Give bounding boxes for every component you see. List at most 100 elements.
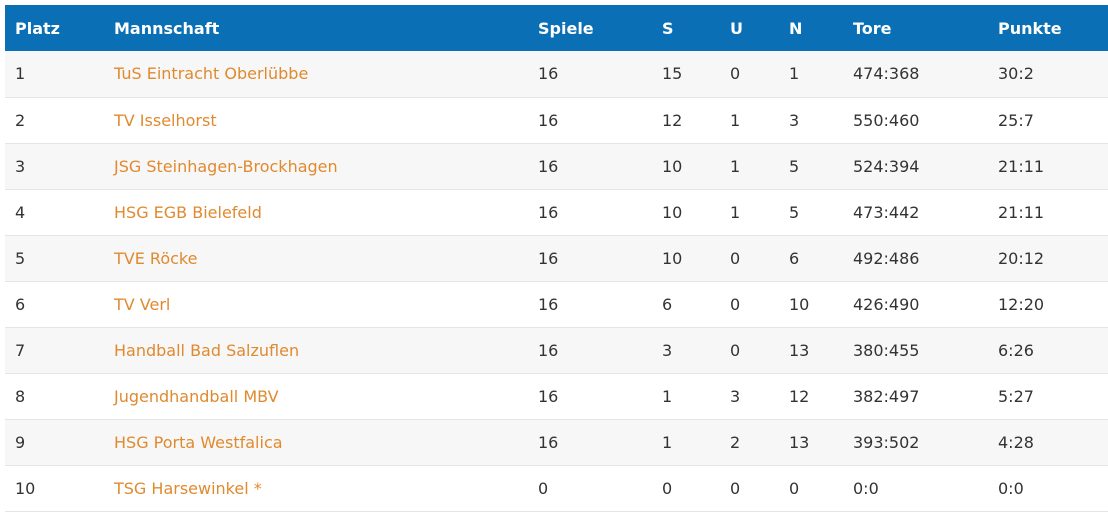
cell-unentschieden: 3 bbox=[730, 373, 789, 419]
cell-punkte: 4:28 bbox=[998, 419, 1108, 465]
cell-team: JSG Steinhagen-Brockhagen bbox=[114, 143, 538, 189]
cell-team: TSG Harsewinkel * bbox=[114, 465, 538, 511]
cell-siege: 10 bbox=[662, 235, 730, 281]
table-row: 3 JSG Steinhagen-Brockhagen 16 10 1 5 524:394 2… bbox=[5, 143, 1108, 189]
cell-punkte: 21:11 bbox=[998, 143, 1108, 189]
table-row: 5 TVE Röcke 16 10 0 6 492:486 20:12 bbox=[5, 235, 1108, 281]
cell-punkte: 20:12 bbox=[998, 235, 1108, 281]
cell-niederlagen: 13 bbox=[789, 419, 853, 465]
cell-platz: 2 bbox=[5, 97, 114, 143]
cell-punkte: 5:27 bbox=[998, 373, 1108, 419]
cell-spiele: 16 bbox=[538, 373, 662, 419]
cell-tore: 380:455 bbox=[853, 327, 998, 373]
header-niederlagen: N bbox=[789, 5, 853, 51]
cell-unentschieden: 1 bbox=[730, 143, 789, 189]
header-punkte: Punkte bbox=[998, 5, 1108, 51]
cell-tore: 393:502 bbox=[853, 419, 998, 465]
cell-tore: 524:394 bbox=[853, 143, 998, 189]
team-link[interactable]: JSG Steinhagen-Brockhagen bbox=[114, 157, 338, 176]
cell-platz: 6 bbox=[5, 281, 114, 327]
table-row: 8 Jugendhandball MBV 16 1 3 12 382:497 5:27 bbox=[5, 373, 1108, 419]
cell-unentschieden: 0 bbox=[730, 281, 789, 327]
cell-niederlagen: 10 bbox=[789, 281, 853, 327]
cell-team: TV Verl bbox=[114, 281, 538, 327]
cell-spiele: 16 bbox=[538, 281, 662, 327]
cell-unentschieden: 1 bbox=[730, 97, 789, 143]
cell-niederlagen: 5 bbox=[789, 143, 853, 189]
cell-platz: 9 bbox=[5, 419, 114, 465]
cell-tore: 0:0 bbox=[853, 465, 998, 511]
table-row: 2 TV Isselhorst 16 12 1 3 550:460 25:7 bbox=[5, 97, 1108, 143]
cell-team: Jugendhandball MBV bbox=[114, 373, 538, 419]
cell-tore: 474:368 bbox=[853, 51, 998, 97]
cell-team: HSG Porta Westfalica bbox=[114, 419, 538, 465]
cell-siege: 12 bbox=[662, 97, 730, 143]
cell-platz: 5 bbox=[5, 235, 114, 281]
cell-platz: 3 bbox=[5, 143, 114, 189]
cell-spiele: 16 bbox=[538, 235, 662, 281]
cell-spiele: 16 bbox=[538, 419, 662, 465]
table-header: Platz Mannschaft Spiele S U N Tore Punkt… bbox=[5, 5, 1108, 51]
cell-punkte: 0:0 bbox=[998, 465, 1108, 511]
team-link[interactable]: TV Isselhorst bbox=[114, 111, 217, 130]
cell-siege: 0 bbox=[662, 465, 730, 511]
cell-spiele: 16 bbox=[538, 189, 662, 235]
cell-spiele: 16 bbox=[538, 143, 662, 189]
cell-niederlagen: 12 bbox=[789, 373, 853, 419]
team-link[interactable]: TVE Röcke bbox=[114, 249, 197, 268]
header-row: Platz Mannschaft Spiele S U N Tore Punkt… bbox=[5, 5, 1108, 51]
cell-niederlagen: 6 bbox=[789, 235, 853, 281]
table-body: 1 TuS Eintracht Oberlübbe 16 15 0 1 474:368 30:… bbox=[5, 51, 1108, 511]
cell-platz: 1 bbox=[5, 51, 114, 97]
cell-spiele: 16 bbox=[538, 327, 662, 373]
cell-tore: 473:442 bbox=[853, 189, 998, 235]
cell-punkte: 12:20 bbox=[998, 281, 1108, 327]
cell-tore: 492:486 bbox=[853, 235, 998, 281]
cell-spiele: 16 bbox=[538, 97, 662, 143]
cell-unentschieden: 2 bbox=[730, 419, 789, 465]
cell-siege: 6 bbox=[662, 281, 730, 327]
table-row: 4 HSG EGB Bielefeld 16 10 1 5 473:442 21:11 bbox=[5, 189, 1108, 235]
cell-niederlagen: 3 bbox=[789, 97, 853, 143]
cell-punkte: 30:2 bbox=[998, 51, 1108, 97]
team-link[interactable]: HSG EGB Bielefeld bbox=[114, 203, 262, 222]
table-row: 10 TSG Harsewinkel * 0 0 0 0 0:0 0:0 bbox=[5, 465, 1108, 511]
team-link[interactable]: Handball Bad Salzuflen bbox=[114, 341, 299, 360]
cell-unentschieden: 0 bbox=[730, 327, 789, 373]
table-row: 1 TuS Eintracht Oberlübbe 16 15 0 1 474:368 30:… bbox=[5, 51, 1108, 97]
cell-platz: 8 bbox=[5, 373, 114, 419]
cell-punkte: 25:7 bbox=[998, 97, 1108, 143]
cell-platz: 10 bbox=[5, 465, 114, 511]
cell-siege: 10 bbox=[662, 143, 730, 189]
standings-table: Platz Mannschaft Spiele S U N Tore Punkt… bbox=[5, 5, 1108, 512]
cell-siege: 3 bbox=[662, 327, 730, 373]
cell-team: TVE Röcke bbox=[114, 235, 538, 281]
team-link[interactable]: Jugendhandball MBV bbox=[114, 387, 279, 406]
cell-niederlagen: 13 bbox=[789, 327, 853, 373]
cell-siege: 10 bbox=[662, 189, 730, 235]
team-link[interactable]: TSG Harsewinkel * bbox=[114, 479, 262, 498]
cell-tore: 382:497 bbox=[853, 373, 998, 419]
cell-niederlagen: 1 bbox=[789, 51, 853, 97]
cell-punkte: 21:11 bbox=[998, 189, 1108, 235]
cell-unentschieden: 1 bbox=[730, 189, 789, 235]
cell-tore: 550:460 bbox=[853, 97, 998, 143]
cell-unentschieden: 0 bbox=[730, 465, 789, 511]
team-link[interactable]: TuS Eintracht Oberlübbe bbox=[114, 64, 308, 83]
standings-table-container: Platz Mannschaft Spiele S U N Tore Punkt… bbox=[5, 5, 1108, 512]
cell-spiele: 0 bbox=[538, 465, 662, 511]
header-mannschaft: Mannschaft bbox=[114, 5, 538, 51]
cell-unentschieden: 0 bbox=[730, 235, 789, 281]
cell-platz: 7 bbox=[5, 327, 114, 373]
header-spiele: Spiele bbox=[538, 5, 662, 51]
cell-siege: 1 bbox=[662, 373, 730, 419]
cell-siege: 15 bbox=[662, 51, 730, 97]
team-link[interactable]: HSG Porta Westfalica bbox=[114, 433, 283, 452]
table-row: 7 Handball Bad Salzuflen 16 3 0 13 380:455 6:26 bbox=[5, 327, 1108, 373]
cell-team: Handball Bad Salzuflen bbox=[114, 327, 538, 373]
header-siege: S bbox=[662, 5, 730, 51]
cell-team: TV Isselhorst bbox=[114, 97, 538, 143]
cell-niederlagen: 0 bbox=[789, 465, 853, 511]
team-link[interactable]: TV Verl bbox=[114, 295, 170, 314]
cell-siege: 1 bbox=[662, 419, 730, 465]
